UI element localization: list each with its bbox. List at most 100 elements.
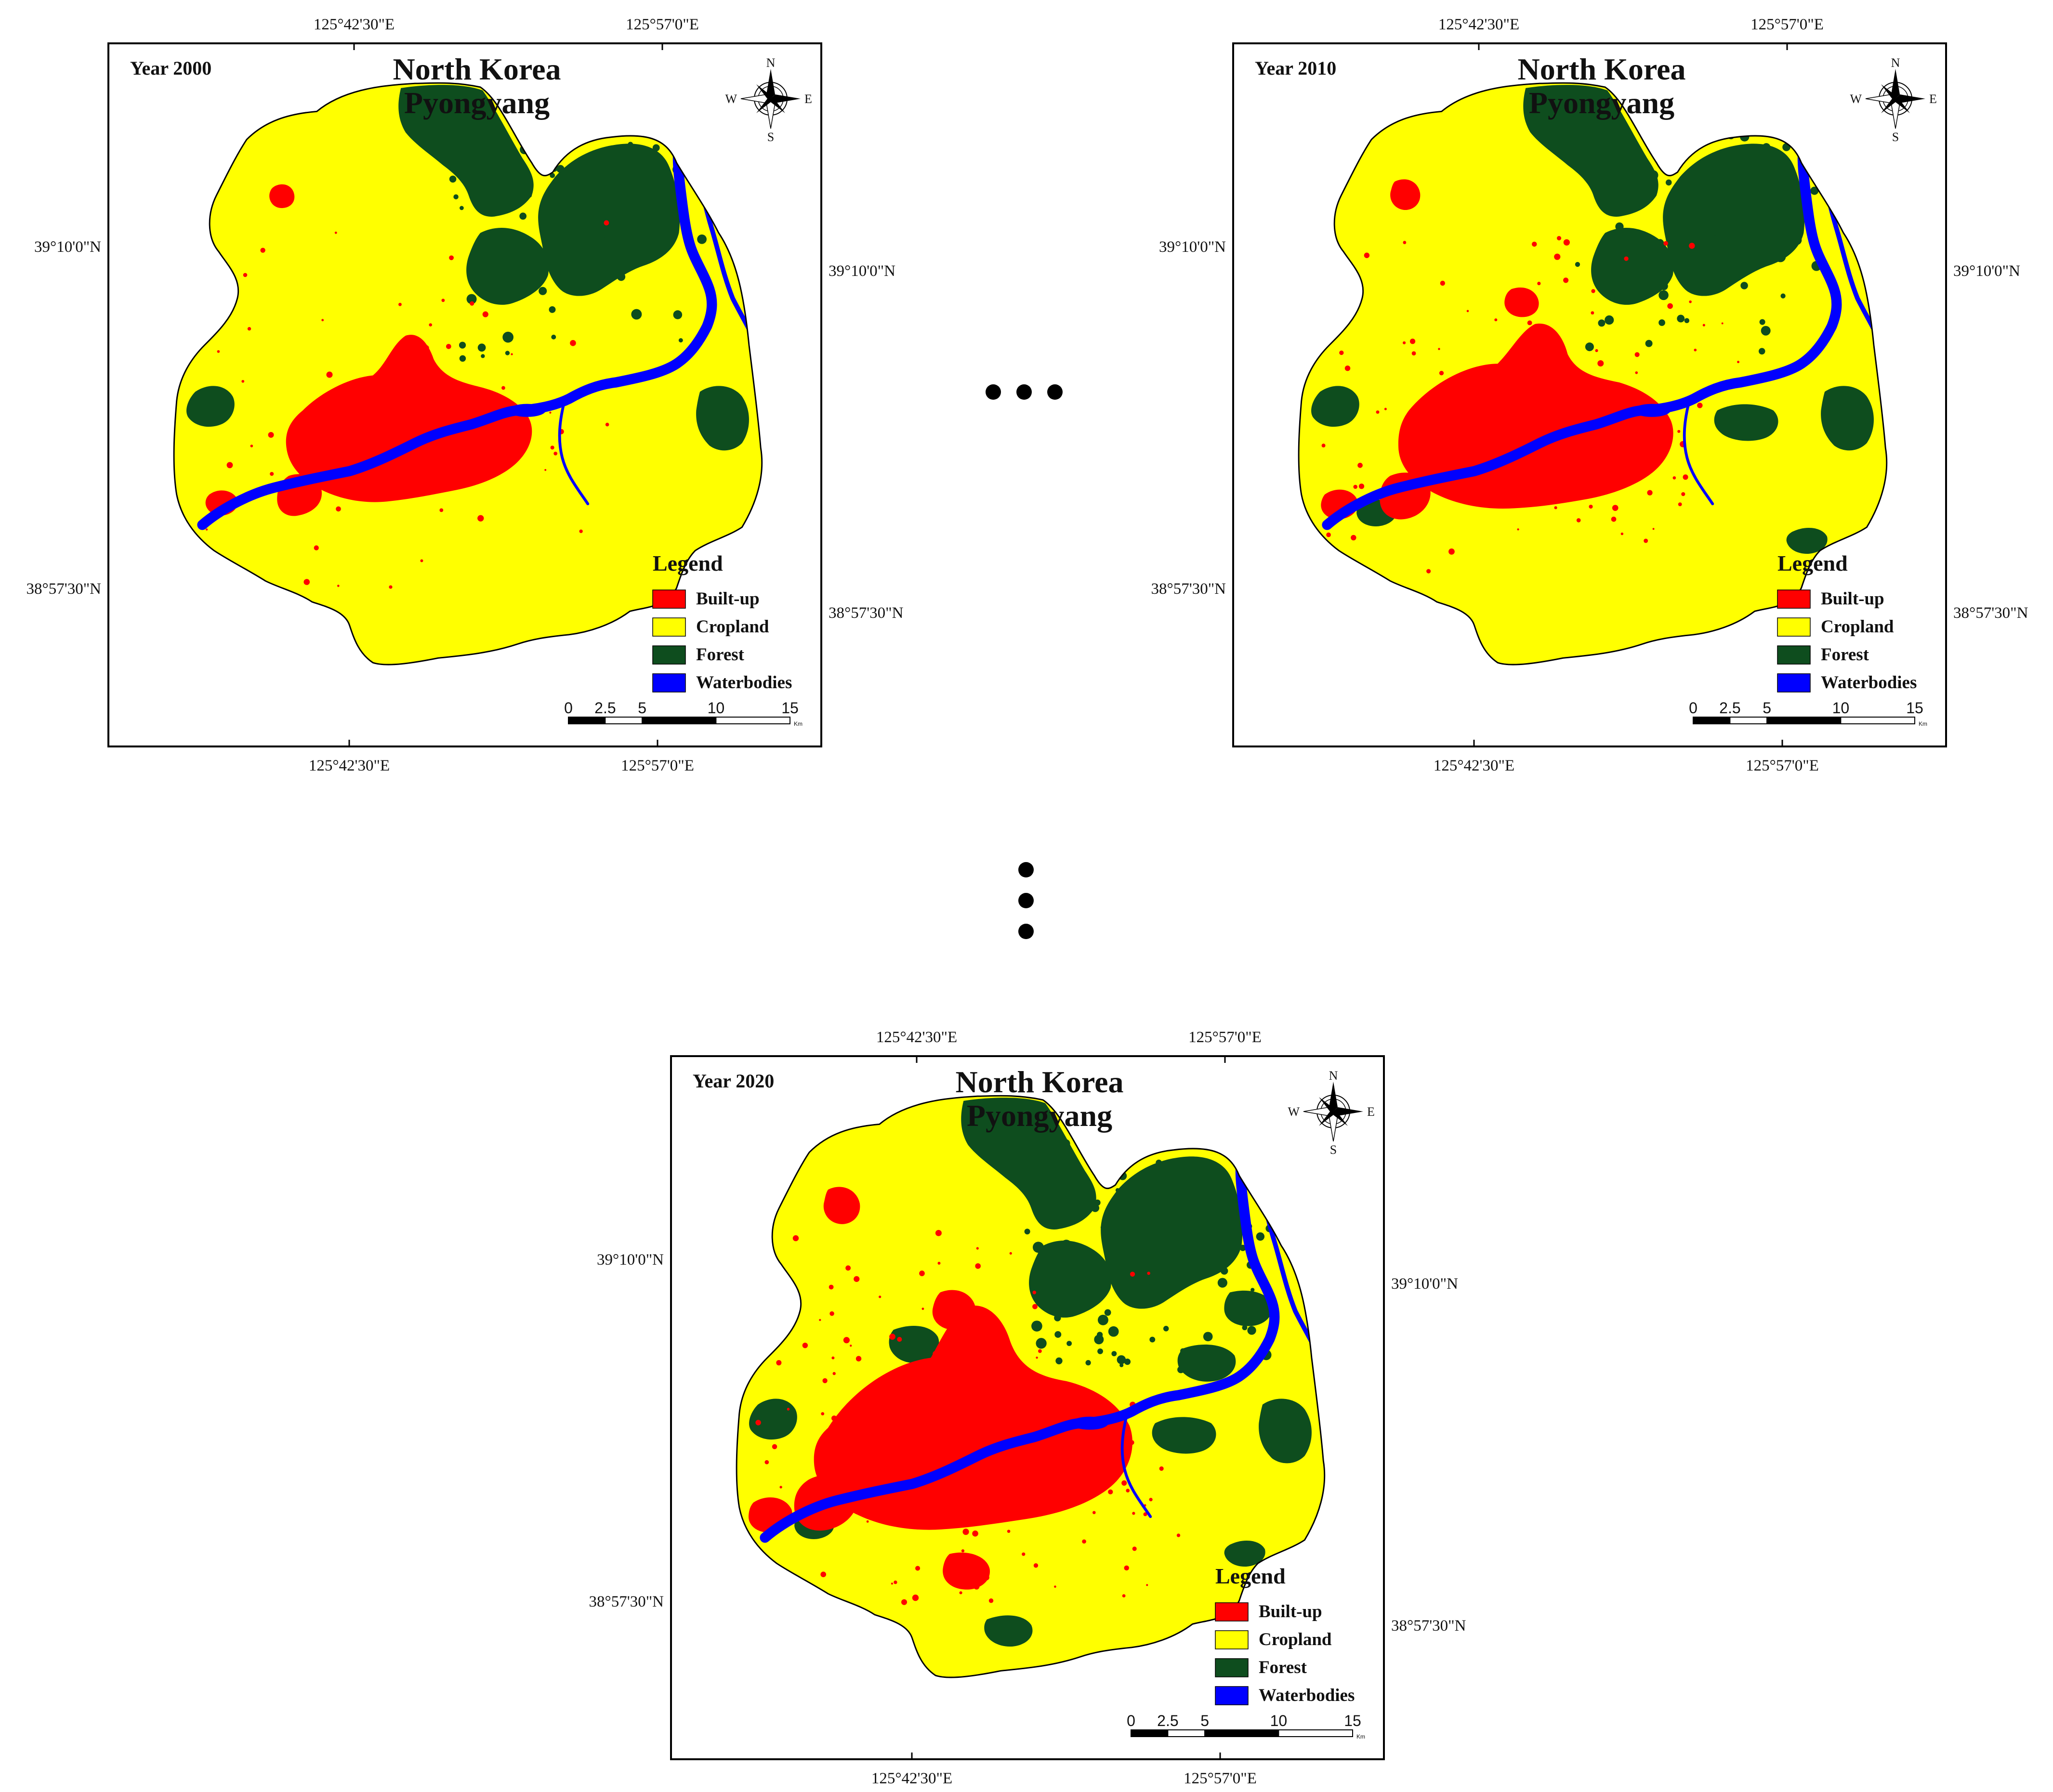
builtup-speck <box>1007 1453 1012 1459</box>
ellipsis-dot <box>986 384 1001 400</box>
forest-speck <box>1055 1357 1063 1364</box>
builtup-speck <box>420 559 423 562</box>
builtup-speck <box>961 1549 965 1553</box>
forest-speck <box>1810 186 1819 195</box>
builtup-speck <box>935 1230 942 1236</box>
scale-unit-label: Km <box>1919 720 1927 727</box>
legend-swatch <box>652 645 686 665</box>
builtup-speck <box>1652 528 1655 530</box>
legend-title: Legend <box>1215 1564 1286 1588</box>
coord-right-lat-1-text: 39°10'0"N <box>1391 1275 1458 1293</box>
coord-bottom-lon-1: 125°42'30"E <box>871 1770 952 1787</box>
forest-speck <box>536 269 545 279</box>
builtup-speck <box>855 1356 862 1361</box>
builtup-speck <box>987 1415 992 1419</box>
forest-speck <box>1674 215 1680 220</box>
legend-swatch <box>652 673 686 693</box>
forest-speck <box>466 294 477 304</box>
builtup-speck <box>394 395 398 400</box>
forest-speck <box>1115 1188 1120 1192</box>
builtup-speck <box>1494 318 1498 322</box>
builtup-speck <box>1176 1533 1181 1537</box>
forest-speck <box>652 144 660 152</box>
scale-segment <box>1766 717 1842 724</box>
builtup-speck <box>1409 339 1416 344</box>
forest-speck <box>1713 231 1717 235</box>
forest-speck <box>1076 1297 1083 1305</box>
builtup-speck <box>336 506 341 512</box>
coord-left-lat-1: 39°10'0"N <box>34 238 101 256</box>
builtup-speck <box>866 1520 869 1523</box>
builtup-speck <box>834 1425 837 1428</box>
builtup-speck <box>1677 430 1681 433</box>
forest-speck <box>1061 1139 1070 1149</box>
builtup-speck <box>1537 282 1541 286</box>
forest-speck <box>1754 198 1759 203</box>
coord-right-lat-1-text: 39°10'0"N <box>1953 262 2020 280</box>
builtup-patch <box>1504 287 1539 317</box>
builtup-speck <box>1589 504 1593 509</box>
forest-speck <box>528 247 536 254</box>
coord-bottom-lon-1-text: 125°42'30"E <box>1434 757 1514 774</box>
builtup-speck <box>1617 474 1623 481</box>
builtup-speck <box>972 1314 978 1321</box>
legend-label: Waterbodies <box>1259 1686 1355 1705</box>
forest-speck <box>1144 1280 1150 1286</box>
builtup-speck <box>544 469 547 471</box>
year-label: Year 2010 <box>1255 57 1336 79</box>
map-title-line2: Pyongyang <box>1529 86 1674 120</box>
forest-patch <box>1224 1290 1273 1326</box>
forest-patch <box>1177 1344 1236 1382</box>
coord-top-lon-1: 125°42'30"E <box>314 16 395 33</box>
map-title-line2: Pyongyang <box>967 1099 1112 1133</box>
builtup-speck <box>1339 350 1344 355</box>
forest-patch <box>1259 1399 1312 1464</box>
forest-speck <box>1585 342 1594 352</box>
forest-speck <box>1695 270 1701 276</box>
lake <box>1071 1416 1108 1430</box>
forest-speck <box>1076 1262 1086 1273</box>
builtup-speck <box>959 1591 962 1595</box>
scale-tick-label: 15 <box>1344 1712 1361 1729</box>
coord-bottom-lon-2-text: 125°57'0"E <box>621 757 694 774</box>
forest-patch <box>1152 1417 1216 1454</box>
builtup-speck <box>1452 449 1456 452</box>
builtup-speck <box>1385 507 1389 510</box>
builtup-speck <box>1439 371 1444 376</box>
builtup-speck <box>772 1444 777 1450</box>
compass-e: E <box>1367 1105 1375 1119</box>
forest-speck <box>1199 1270 1204 1274</box>
coord-left-lat-2: 38°57'30"N <box>1151 580 1226 598</box>
builtup-speck <box>1147 1271 1150 1275</box>
builtup-speck <box>933 1351 939 1357</box>
forest-speck <box>1036 1338 1047 1349</box>
forest-speck <box>1648 170 1658 181</box>
forest-speck <box>1698 273 1709 284</box>
coord-top-lon-2-text: 125°57'0"E <box>626 16 699 33</box>
forest-speck <box>1704 200 1716 212</box>
builtup-speck <box>1358 484 1365 489</box>
scale-segment <box>1693 717 1731 724</box>
legend-title: Legend <box>1777 551 1848 576</box>
scale-tick-label: 2.5 <box>594 699 616 717</box>
forest-speck <box>1658 290 1669 301</box>
scale-tick-label: 5 <box>1763 699 1771 717</box>
forest-speck <box>1619 282 1628 291</box>
legend-label: Built-up <box>1821 589 1884 609</box>
builtup-speck <box>1476 441 1480 445</box>
builtup-speck <box>1721 322 1724 325</box>
forest-speck <box>1042 1305 1047 1309</box>
map-title-line1: North Korea <box>956 1065 1124 1099</box>
builtup-speck <box>755 1420 761 1426</box>
coord-left-lat-2: 38°57'30"N <box>589 1593 664 1610</box>
forest-patch <box>961 1098 1096 1230</box>
forest-speck <box>1613 243 1621 250</box>
map-content <box>736 1095 1326 1678</box>
builtup-speck <box>243 273 248 277</box>
builtup-speck <box>1517 528 1519 531</box>
builtup-speck <box>985 1468 989 1472</box>
forest-speck <box>1039 1203 1050 1215</box>
forest-speck <box>1108 1326 1119 1337</box>
builtup-speck <box>1620 532 1624 536</box>
